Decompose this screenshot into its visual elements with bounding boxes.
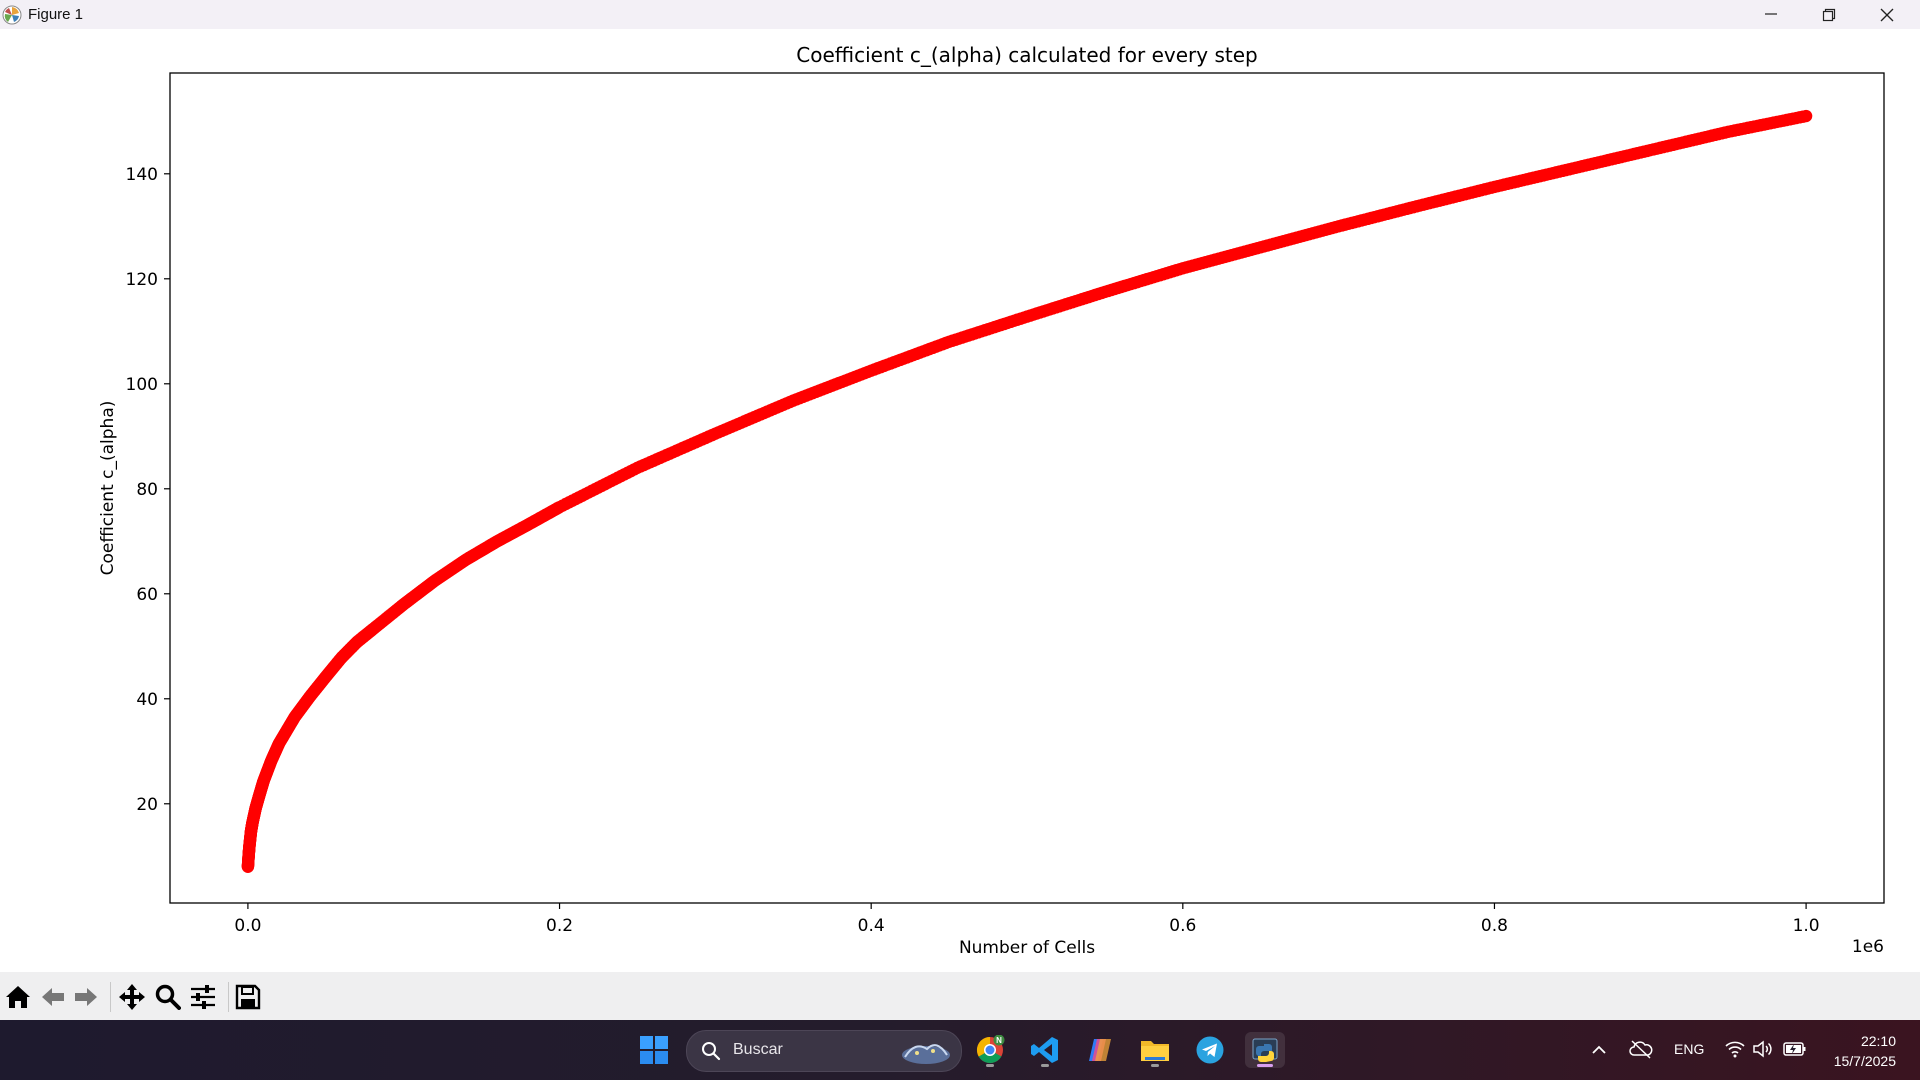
search-placeholder: Buscar [733,1041,783,1058]
restore-button[interactable] [1800,0,1858,29]
chart-title: Coefficient c_(alpha) calculated for eve… [796,43,1257,67]
data-points [241,109,1813,873]
back-button[interactable] [37,981,69,1013]
taskbar-python[interactable] [1245,1032,1285,1068]
x-tick-label: 0.2 [546,916,573,936]
back-icon [42,988,64,1006]
y-axis-ticks: 20 40 60 80 100 120 140 [126,165,170,815]
python-icon [1252,1038,1278,1062]
y-tick-label: 120 [126,270,158,290]
toolbar-separator [110,982,111,1012]
start-button[interactable] [634,1032,674,1068]
pan-button[interactable] [116,981,148,1013]
running-indicator [1041,1064,1049,1067]
restore-icon [1822,8,1836,22]
x-axis-ticks: 0.0 0.2 0.4 0.6 0.8 1.0 [234,903,1820,936]
zoom-button[interactable] [152,981,184,1013]
close-icon [1880,8,1894,22]
home-icon [6,986,30,1008]
x-tick-label: 0.6 [1169,916,1196,936]
window-title: Figure 1 [28,6,84,23]
scatter-chart: Coefficient c_(alpha) calculated for eve… [98,43,1885,958]
battery-charging-icon[interactable] [1783,1041,1807,1057]
taskbar-telegram[interactable] [1190,1032,1230,1068]
y-tick-label: 140 [126,165,158,185]
taskbar-file-explorer[interactable] [1135,1032,1175,1068]
navigation-toolbar [0,972,1920,1020]
windows-start-icon [640,1036,668,1064]
configure-subplots-button[interactable] [187,981,219,1013]
y-tick-label: 40 [136,690,158,710]
forward-icon [75,988,97,1006]
minimize-button[interactable] [1742,0,1800,29]
configure-subplots-icon [191,985,215,1009]
y-tick-label: 60 [136,585,158,605]
file-explorer-icon [1141,1041,1169,1061]
zoom-icon [155,984,181,1010]
x-tick-label: 1.0 [1793,916,1820,936]
save-button[interactable] [232,981,264,1013]
save-icon [235,984,261,1010]
vscode-icon [1031,1037,1058,1063]
system-clock[interactable]: 22:10 15/7/2025 [1834,1031,1896,1071]
figure-canvas[interactable]: Coefficient c_(alpha) calculated for eve… [0,29,1920,972]
volume-icon[interactable] [1753,1040,1773,1058]
clock-date: 15/7/2025 [1833,1053,1896,1069]
copilot-icon [1089,1039,1111,1061]
x-tick-label: 0.8 [1481,916,1508,936]
running-indicator [1151,1064,1159,1067]
window-title-bar: Figure 1 [0,0,1920,29]
taskbar-search-box[interactable]: Buscar [686,1030,962,1072]
chrome-icon: N [976,1035,1005,1064]
plot-frame [169,72,1885,904]
search-icon [702,1042,721,1061]
minimize-icon [1765,13,1777,15]
y-tick-label: 100 [126,375,158,395]
clock-time: 22:10 [1860,1033,1896,1049]
matplotlib-icon [2,5,22,25]
search-highlight-icon [902,1044,950,1064]
y-tick-label: 80 [136,480,158,500]
y-tick-label: 20 [136,795,158,815]
x-axis-offset-text: 1e6 [1852,937,1884,957]
taskbar-vscode[interactable] [1025,1032,1065,1068]
toolbar-separator [228,982,229,1012]
taskbar-copilot[interactable] [1080,1032,1120,1068]
pan-icon [119,984,145,1010]
active-indicator [1257,1064,1273,1067]
onedrive-offline-icon[interactable] [1629,1039,1653,1059]
y-axis-label: Coefficient c_(alpha) [98,401,118,576]
x-tick-label: 0.0 [234,916,261,936]
forward-button[interactable] [70,981,102,1013]
running-indicator [986,1064,994,1067]
show-hidden-icons-chevron-up-icon[interactable] [1591,1042,1607,1058]
home-button[interactable] [2,981,34,1013]
taskbar-chrome[interactable]: N [970,1032,1010,1068]
data-point [1799,109,1813,123]
close-button[interactable] [1858,0,1916,29]
x-tick-label: 0.4 [858,916,885,936]
telegram-icon [1196,1036,1224,1064]
wifi-icon[interactable] [1725,1040,1745,1058]
chrome-profile-badge: N [996,1036,1002,1045]
x-axis-label: Number of Cells [959,938,1095,958]
input-language[interactable]: ENG [1674,1041,1705,1057]
